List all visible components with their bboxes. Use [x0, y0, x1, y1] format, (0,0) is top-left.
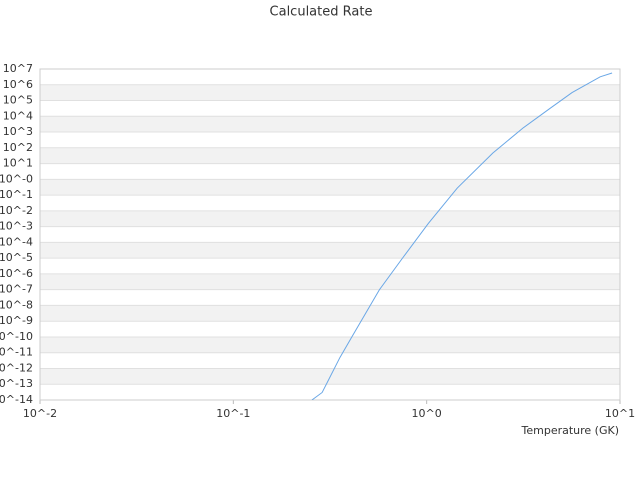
y-tick-label: 10^-0	[0, 172, 33, 185]
x-tick-label: 10^-2	[23, 407, 57, 420]
x-tick-label: 10^0	[412, 407, 442, 420]
chart-title: Calculated Rate	[270, 5, 373, 20]
y-tick-label: 10^-3	[0, 220, 33, 233]
x-tick-label: 10^1	[605, 407, 635, 420]
y-tick-label: 10^2	[3, 141, 33, 154]
grid-band	[40, 210, 620, 227]
y-tick-label: 10^-7	[0, 283, 33, 296]
y-tick-label: 10^-14	[0, 393, 33, 406]
y-tick-label: 10^7	[3, 62, 33, 75]
y-tick-label: 10^-13	[0, 377, 33, 390]
y-tick-label: 10^-2	[0, 204, 33, 217]
data-line	[311, 72, 613, 400]
y-tick-label: 10^-4	[0, 235, 33, 248]
y-tick-label: 10^-8	[0, 298, 33, 311]
y-tick-label: 10^-9	[0, 314, 33, 327]
y-tick-label: 10^3	[3, 125, 33, 138]
x-tick-label: 10^-1	[216, 407, 250, 420]
y-tick-label: 10^6	[3, 78, 33, 91]
grid-band	[40, 305, 620, 322]
x-axis-label: Temperature (GK)	[521, 424, 620, 437]
grid-band	[40, 242, 620, 259]
y-tick-label: 10^-12	[0, 361, 33, 374]
grid-band	[40, 116, 620, 133]
grid-band	[40, 147, 620, 164]
y-tick-label: 10^-11	[0, 346, 33, 359]
grid-band	[40, 336, 620, 353]
y-tick-label: 10^-10	[0, 330, 33, 343]
y-tick-label: 10^5	[3, 94, 33, 107]
grid-band	[40, 84, 620, 101]
y-tick-label: 10^-1	[0, 188, 33, 201]
y-tick-label: 10^4	[3, 109, 33, 122]
grid-band	[40, 273, 620, 290]
y-tick-label: 10^-5	[0, 251, 33, 264]
y-tick-label: 10^-6	[0, 267, 33, 280]
plot-border	[39, 68, 621, 401]
y-tick-label: 10^1	[3, 157, 33, 170]
grid-band	[40, 179, 620, 196]
